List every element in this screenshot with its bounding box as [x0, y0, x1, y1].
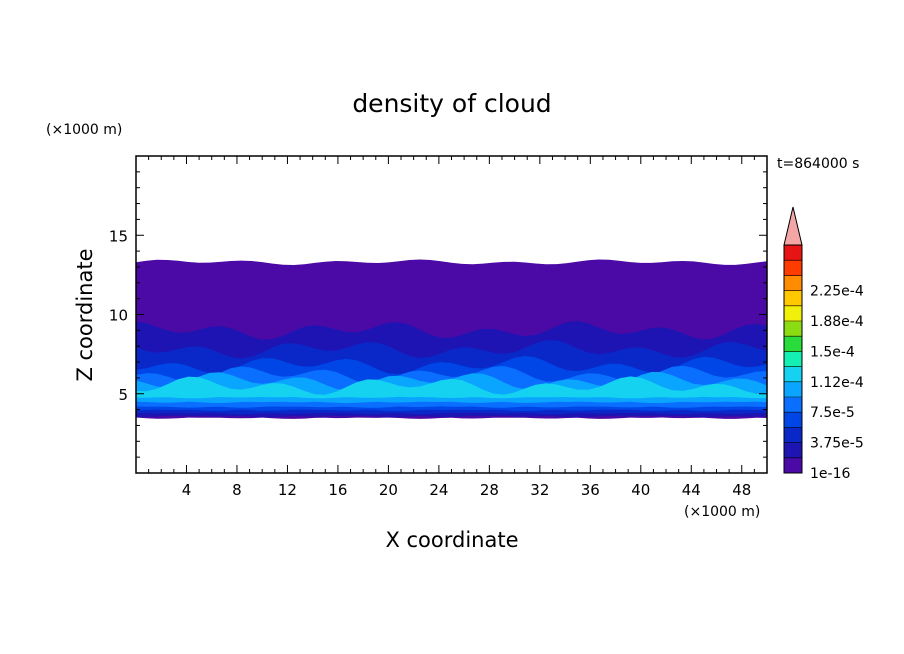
x-tick-label: 44: [682, 481, 701, 499]
colorbar-swatch: [784, 397, 802, 413]
x-unit-label: (×1000 m): [684, 504, 760, 520]
colorbar-label: 1.5e-4: [810, 344, 855, 360]
colorbar-label: 2.25e-4: [810, 284, 864, 300]
colorbar-swatch: [784, 412, 802, 428]
colorbar-swatch: [784, 336, 802, 352]
x-tick-label: 24: [429, 481, 448, 499]
colorbar-swatch: [784, 442, 802, 459]
colorbar-swatch: [784, 321, 802, 337]
y-tick-label: 10: [109, 307, 128, 325]
x-tick-label: 4: [182, 481, 192, 499]
x-tick-label: 16: [328, 481, 347, 499]
colorbar-swatch: [784, 457, 802, 474]
y-axis-label: Z coordinate: [73, 248, 97, 381]
colorbar-swatch: [784, 381, 802, 398]
colorbar-label: 7.5e-5: [810, 405, 855, 421]
x-tick-label: 32: [530, 481, 549, 499]
x-tick-label: 12: [278, 481, 297, 499]
colorbar-swatch: [784, 427, 802, 444]
colorbar-label: 1.88e-4: [810, 314, 864, 330]
y-unit-label: (×1000 m): [46, 122, 122, 138]
y-tick-label: 5: [118, 386, 128, 404]
contour-field: [136, 259, 767, 419]
time-label: t=864000 s: [777, 156, 859, 172]
x-axis-label: X coordinate: [385, 528, 518, 552]
colorbar-label: 3.75e-5: [810, 436, 864, 452]
y-tick-label: 15: [109, 227, 128, 245]
colorbar: 1e-16 3.75e-5 7.5e-5 1.12e-4 1.5e-4 1.88e-4 2.…: [783, 206, 864, 482]
chart-title: density of cloud: [352, 89, 551, 118]
contour-band-6: [136, 376, 767, 399]
x-tick-label: 48: [732, 481, 751, 499]
x-tick-label: 8: [232, 481, 242, 499]
x-tick-label: 40: [631, 481, 650, 499]
x-tick-label: 20: [379, 481, 398, 499]
colorbar-swatch: [784, 245, 802, 261]
colorbar-swatch: [784, 366, 802, 383]
x-tick-label: 36: [581, 481, 600, 499]
colorbar-swatch: [784, 260, 802, 276]
colorbar-swatch: [784, 351, 802, 368]
colorbar-swatch: [784, 275, 802, 292]
colorbar-swatch: [784, 305, 802, 322]
colorbar-label: 1.12e-4: [810, 375, 864, 391]
colorbar-label: 1e-16: [810, 466, 850, 482]
x-tick-label: 28: [480, 481, 499, 499]
colorbar-overflow-arrow: [783, 206, 803, 246]
colorbar-swatch: [784, 290, 802, 307]
